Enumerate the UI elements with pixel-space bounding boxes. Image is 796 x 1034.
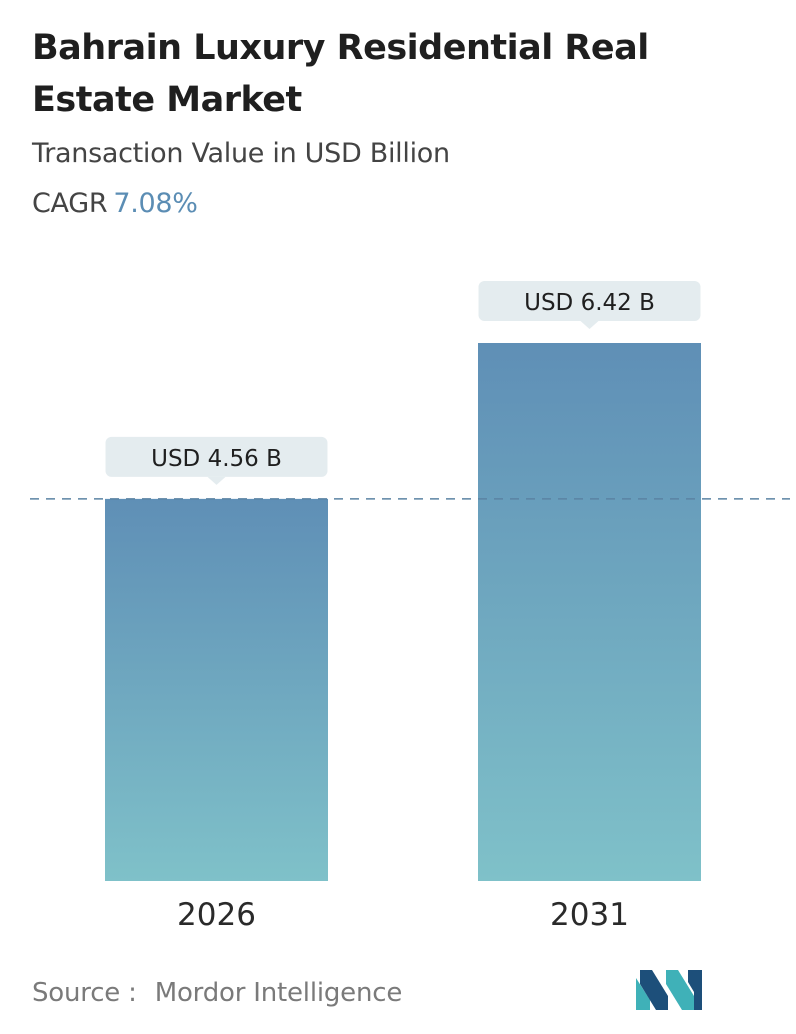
source-line: Source : Mordor Intelligence [32,978,402,1008]
bar-2031 [478,343,701,881]
value-label-2031: USD 6.42 B [478,281,701,329]
value-label-box [105,436,328,477]
value-label-2026: USD 4.56 B [105,436,328,485]
x-tick-label-2031: 2031 [550,897,629,933]
cagr-line: CAGR 7.08% [32,188,198,219]
cagr-value: 7.08% [113,188,198,219]
value-label-pointer [580,321,599,329]
chart-subtitle: Transaction Value in USD Billion [32,138,450,169]
cagr-label: CAGR [32,188,108,219]
x-tick-label-2026: 2026 [177,897,256,933]
source-name: Mordor Intelligence [154,978,403,1008]
source-label: Source : [32,978,137,1008]
value-label-box [478,281,701,321]
chart-title: Bahrain Luxury Residential Real Estate M… [32,28,649,120]
value-label-pointer [207,476,226,485]
value-label-text: USD 6.42 B [524,290,655,316]
mordor-intelligence-logo-icon [636,970,702,1010]
bar-2026 [105,498,328,881]
value-label-text: USD 4.56 B [151,446,282,472]
bar-chart: USD 4.56 B 2026 USD 6.42 B 2031 [30,281,790,933]
